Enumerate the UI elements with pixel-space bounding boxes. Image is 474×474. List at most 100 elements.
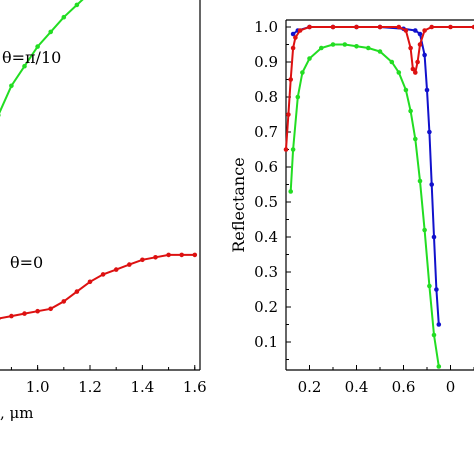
right-y-tick-label: 0.5	[254, 193, 278, 211]
right-series-point	[307, 24, 312, 30]
right-series-point	[429, 24, 435, 30]
right-series-point	[377, 24, 383, 30]
left-x-tick-label: 1.4	[130, 378, 154, 396]
right-series-point	[288, 189, 294, 194]
right-series-point	[300, 70, 305, 75]
left-chart: 1.0 1.2 1.4 1.6 , μm θ=π/10 θ=0	[0, 0, 207, 422]
right-series-point	[408, 45, 413, 51]
right-x-tick-label: 0.2	[298, 378, 322, 396]
right-chart: 1.0 0.9 0.8 0.7 0.6 0.5 0.4 0.3 0.2 0.1 0.2 0.4 0.6 0…	[229, 18, 474, 396]
right-series-point	[342, 42, 348, 47]
right-series-point	[403, 28, 409, 33]
left-x-tick-label: 1.0	[26, 378, 50, 396]
left-series-line	[0, 0, 84, 114]
right-series-point	[422, 52, 427, 58]
right-series-line	[285, 26, 474, 150]
right-series-point	[396, 24, 402, 30]
left-series-point	[35, 308, 40, 314]
right-series-point	[424, 87, 430, 93]
right-series-point	[286, 112, 291, 117]
right-series-point	[471, 24, 474, 30]
left-x-axis-label: , μm	[0, 404, 34, 422]
right-series-point	[422, 28, 427, 33]
left-series-point	[22, 311, 27, 316]
right-series-point	[319, 45, 324, 51]
right-y-axis-label: Reflectance	[229, 157, 248, 252]
right-series-point	[427, 129, 432, 135]
right-series-2	[288, 42, 442, 369]
right-series-point	[293, 35, 298, 40]
right-series-point	[288, 77, 294, 82]
left-series-point	[61, 299, 67, 304]
right-series-point	[403, 87, 409, 93]
right-series-point	[413, 70, 418, 75]
right-series-point	[290, 31, 296, 37]
right-series-point	[307, 56, 312, 61]
right-series-point	[436, 364, 442, 369]
left-series-point	[113, 267, 119, 272]
right-y-tick-label: 0.7	[254, 123, 278, 141]
right-series-point	[410, 66, 416, 72]
left-series-point	[35, 44, 40, 49]
right-y-tick-label: 0.4	[254, 228, 278, 246]
right-series-point	[354, 44, 359, 49]
right-series-point	[330, 42, 336, 47]
left-series-point	[9, 83, 14, 89]
right-series-point	[290, 45, 296, 51]
right-x-tick-label: 0.4	[345, 378, 369, 396]
right-y-tick-label: 0.9	[254, 53, 278, 71]
right-y-tick-label: 0.8	[254, 88, 278, 106]
left-series-point	[166, 252, 171, 258]
left-series-point	[100, 272, 106, 277]
left-x-tick-label: 1.6	[183, 378, 207, 396]
right-series-point	[417, 42, 423, 47]
right-series-point	[330, 24, 336, 30]
right-y-tick-label: 0.2	[254, 298, 278, 316]
left-x-tick-label: 1.2	[78, 378, 102, 396]
left-series-point	[9, 313, 14, 319]
right-series-point	[422, 227, 427, 233]
left-series-point	[127, 262, 132, 267]
right-series-point	[429, 182, 435, 187]
left-annotation-pi10: θ=π/10	[2, 48, 61, 67]
right-x-tick-label: 0.6	[392, 378, 416, 396]
right-series-point	[413, 28, 418, 33]
left-series-point	[153, 254, 158, 260]
right-series-line	[289, 43, 440, 367]
right-series-point	[431, 234, 437, 240]
left-series-point	[0, 113, 1, 117]
left-series-point	[74, 289, 80, 294]
left-series-point	[48, 29, 53, 35]
left-series-point	[192, 252, 198, 258]
right-series-point	[396, 70, 402, 75]
right-series-point	[295, 94, 301, 100]
right-series-point	[389, 59, 395, 65]
right-series-point	[436, 322, 442, 327]
right-series-point	[427, 283, 432, 289]
right-y-tick-label: 0.3	[254, 263, 278, 281]
right-y-tick-label: 0.6	[254, 158, 278, 176]
right-series-point	[283, 147, 289, 152]
right-series-point	[366, 45, 371, 51]
right-series-point	[408, 108, 413, 114]
right-series-point	[434, 287, 439, 292]
right-series-point	[377, 49, 383, 54]
left-series-pi10	[0, 0, 84, 117]
left-series-point	[179, 252, 184, 258]
right-x-tick-label: 0	[446, 378, 456, 396]
right-series-point	[297, 28, 303, 33]
left-series-zero	[0, 252, 198, 321]
left-series-point	[87, 279, 93, 285]
right-y-tick-label: 1.0	[254, 18, 278, 36]
left-series-point	[22, 63, 27, 69]
right-series-point	[413, 136, 418, 142]
right-series-point	[290, 147, 296, 152]
left-series-point	[74, 2, 80, 8]
right-series-point	[448, 24, 453, 30]
left-annotation-zero: θ=0	[10, 253, 43, 272]
right-series-point	[417, 178, 423, 184]
left-series-point	[48, 306, 53, 312]
left-series-point	[0, 317, 1, 321]
right-series-point	[431, 332, 437, 338]
